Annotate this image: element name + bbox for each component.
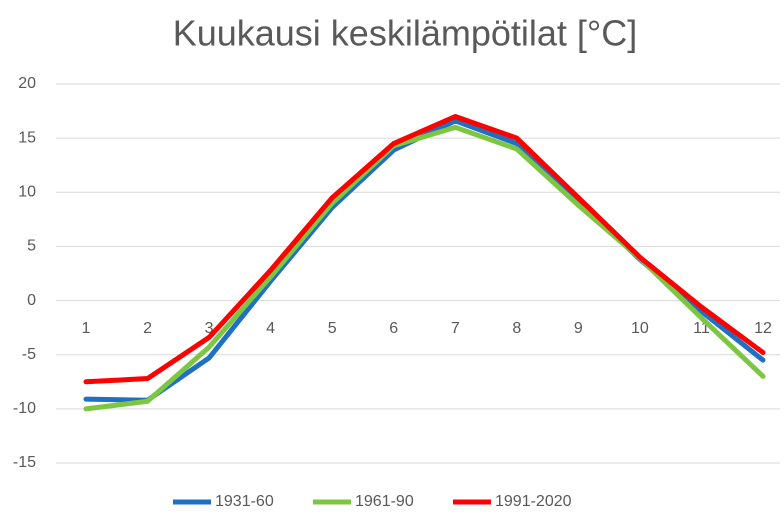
y-tick-label: 5: [27, 238, 36, 255]
chart-title: Kuukausi keskilämpötilat [°C]: [173, 13, 638, 54]
x-tick-label: 1: [82, 320, 91, 337]
legend-label: 1931-60: [215, 493, 274, 510]
legend-label: 1991-2020: [495, 493, 572, 510]
series-line: [83, 113, 766, 385]
x-tick-label: 12: [754, 320, 772, 337]
y-tick-label: -5: [22, 346, 36, 363]
x-tick-label: 4: [266, 320, 275, 337]
x-tick-label: 6: [389, 320, 398, 337]
y-tick-label: 10: [18, 184, 36, 201]
x-tick-label: 2: [143, 320, 152, 337]
x-tick-label: 3: [205, 320, 214, 337]
y-tick-label: 0: [27, 292, 36, 309]
legend-label: 1961-90: [355, 493, 414, 510]
x-tick-label: 5: [328, 320, 337, 337]
y-tick-label: 15: [18, 129, 36, 146]
y-tick-label: 20: [18, 75, 36, 92]
series-line: [83, 124, 766, 412]
x-tick-label: 9: [574, 320, 583, 337]
x-tick-label: 8: [512, 320, 521, 337]
y-tick-label: -10: [13, 400, 36, 417]
series-line: [83, 118, 766, 403]
x-tick-label: 10: [631, 320, 649, 337]
x-tick-label: 7: [451, 320, 460, 337]
y-tick-label: -15: [13, 454, 36, 471]
